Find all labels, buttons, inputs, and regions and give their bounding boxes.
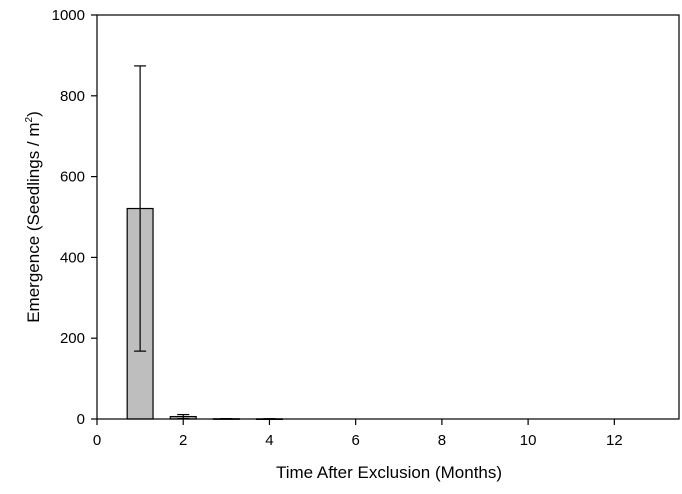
bars-layer <box>126 207 283 420</box>
y-axis-title-main: Emergence (Seedlings / m <box>24 122 43 322</box>
x-tick-label: 2 <box>179 432 187 449</box>
x-axis-title: Time After Exclusion (Months) <box>276 463 502 482</box>
y-tick-label: 200 <box>60 330 85 347</box>
y-tick-label: 400 <box>60 249 85 266</box>
y-axis-title-close: ) <box>24 111 43 117</box>
y-axis-title: Emergence (Seedlings / m2) <box>24 111 43 323</box>
x-tick-label: 6 <box>351 432 359 449</box>
x-tick-label: 0 <box>93 432 101 449</box>
y-tick-label: 1000 <box>52 7 85 24</box>
x-tick-label: 10 <box>520 432 537 449</box>
y-axis-title-superscript: 2 <box>24 116 35 122</box>
y-tick-label: 800 <box>60 88 85 105</box>
x-tick-label: 8 <box>438 432 446 449</box>
y-tick-label: 600 <box>60 169 85 186</box>
x-tick-label: 12 <box>606 432 623 449</box>
y-tick-label: 0 <box>77 411 85 428</box>
axes-layer: 0 2 4 6 8 10 12 0 200 400 600 800 1000 <box>52 7 680 449</box>
plot-frame <box>96 14 680 420</box>
errorbars-layer <box>134 65 276 420</box>
x-tick-label: 4 <box>265 432 273 449</box>
